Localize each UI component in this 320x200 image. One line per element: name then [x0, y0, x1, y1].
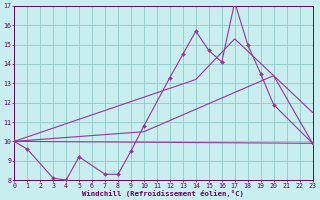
- X-axis label: Windchill (Refroidissement éolien,°C): Windchill (Refroidissement éolien,°C): [83, 190, 244, 197]
